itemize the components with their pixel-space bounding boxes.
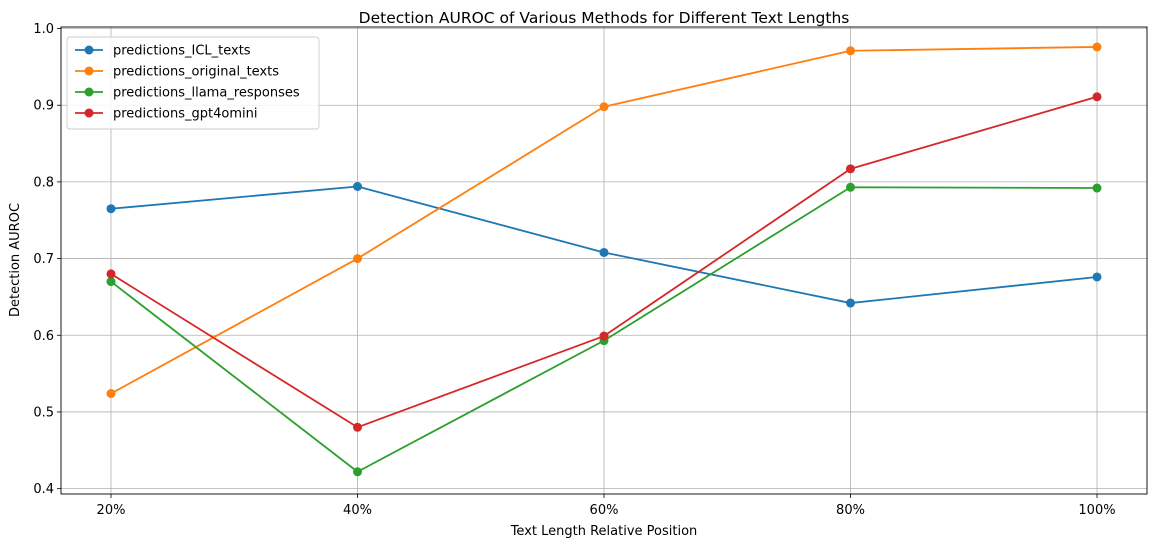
x-tick-label: 40% [343, 503, 372, 518]
legend-item: predictions_ICL_texts [75, 44, 251, 59]
series-4 [106, 92, 1102, 432]
series-layer [106, 42, 1102, 477]
legend-item: predictions_original_texts [75, 65, 279, 80]
series-1 [106, 182, 1102, 308]
x-tick-label: 20% [97, 503, 126, 518]
y-tick-label: 0.7 [33, 252, 54, 267]
data-point [1092, 42, 1102, 52]
legend-box [66, 36, 320, 130]
data-point [1092, 92, 1102, 102]
data-point [599, 247, 609, 257]
y-tick-label: 0.4 [33, 482, 54, 497]
x-axis-label: Text Length Relative Position [510, 524, 698, 539]
legend-item: predictions_llama_responses [75, 86, 300, 101]
x-tick-label: 80% [836, 503, 865, 518]
legend-item: predictions_gpt4omini [75, 107, 257, 122]
y-axis-ticks: 0.4 0.5 0.6 0.7 0.8 0.9 1.0 [33, 22, 61, 497]
series-3 [106, 182, 1102, 477]
legend-label: predictions_llama_responses [113, 86, 300, 101]
data-point [106, 389, 116, 399]
data-point [106, 269, 116, 279]
data-point [353, 467, 362, 477]
legend-marker [84, 66, 94, 76]
data-point [599, 102, 609, 112]
x-tick-label: 60% [590, 503, 619, 518]
data-point [846, 182, 855, 192]
data-point [353, 254, 362, 264]
data-point [1092, 272, 1102, 282]
data-point [846, 298, 855, 308]
legend-marker [84, 87, 94, 97]
x-tick-label: 100% [1078, 503, 1115, 518]
legend-marker [84, 108, 94, 118]
x-axis-ticks: 20% 40% 60% 80% 100% [97, 494, 1116, 518]
data-point [846, 164, 855, 174]
chart-title: Detection AUROC of Various Methods for D… [359, 9, 850, 27]
data-point [106, 277, 116, 287]
data-point [1092, 183, 1102, 193]
y-tick-label: 1.0 [33, 22, 54, 37]
legend-label: predictions_original_texts [113, 65, 279, 80]
y-tick-label: 0.6 [33, 329, 54, 344]
y-tick-label: 0.5 [33, 405, 54, 420]
legend-marker [84, 45, 94, 55]
series-2 [106, 42, 1102, 399]
data-point [353, 182, 362, 192]
legend-label: predictions_ICL_texts [113, 44, 251, 59]
data-point [599, 331, 609, 341]
data-point [353, 422, 362, 432]
y-tick-label: 0.9 [33, 99, 54, 114]
legend: predictions_ICL_texts predictions_origina… [66, 36, 320, 130]
y-axis-label: Detection AUROC [8, 203, 23, 317]
data-point [106, 204, 116, 214]
y-tick-label: 0.8 [33, 175, 54, 190]
data-point [846, 46, 855, 56]
legend-label: predictions_gpt4omini [113, 107, 257, 122]
